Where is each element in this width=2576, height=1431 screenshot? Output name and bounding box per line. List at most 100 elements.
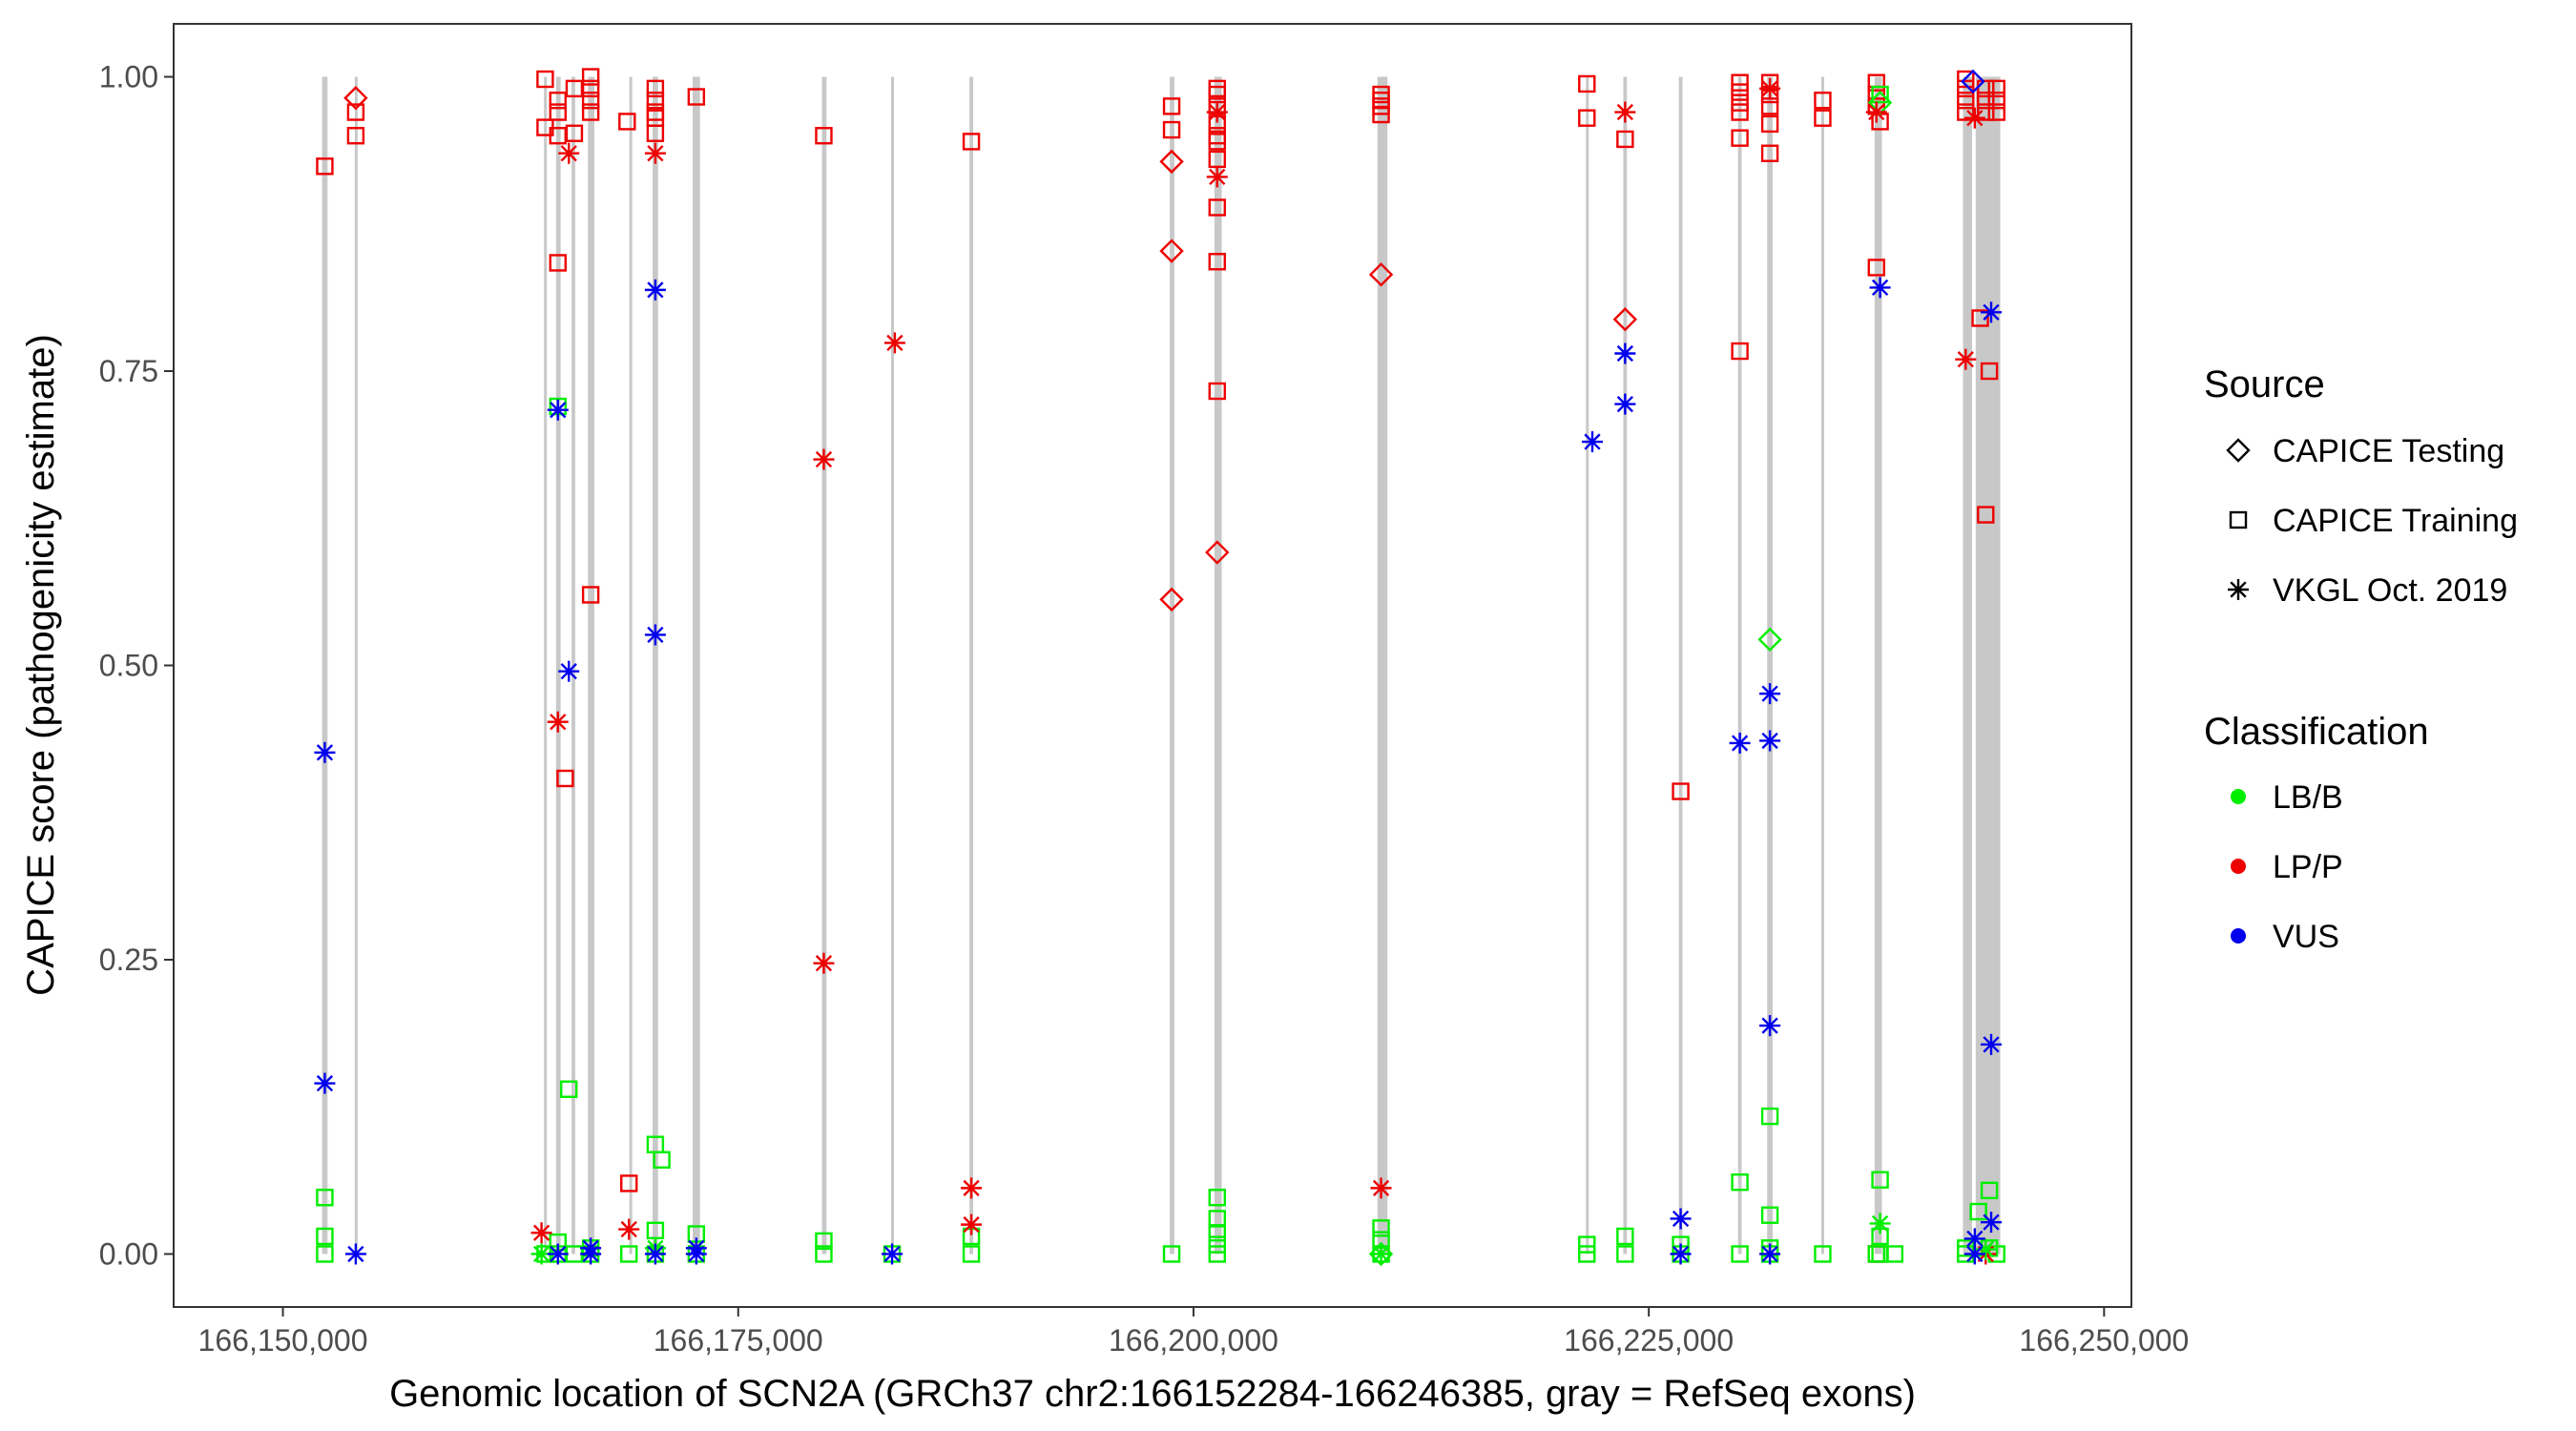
exon-band-17: [1678, 76, 1683, 1255]
data-point-1-28: [1208, 1245, 1226, 1263]
exon-band-1: [354, 76, 358, 1255]
data-point-0-3: [536, 70, 554, 89]
data-point-7-2: [344, 1243, 366, 1265]
data-point-7-25: [1963, 1228, 1985, 1250]
data-point-0-38: [1208, 382, 1226, 401]
exon-band-13: [1214, 76, 1222, 1255]
data-point-0-34: [1208, 133, 1226, 151]
data-point-5-1: [547, 711, 569, 733]
data-point-0-48: [1731, 83, 1749, 101]
data-point-0-75: [1980, 362, 1999, 381]
legend-source-title: Source: [2204, 363, 2325, 405]
y-tick-label-4: 1.00: [99, 60, 158, 94]
data-point-7-22: [1759, 1015, 1781, 1037]
data-point-0-6: [549, 103, 567, 121]
exon-band-19: [1767, 76, 1773, 1255]
data-point-1-41: [1760, 1206, 1779, 1224]
data-point-1-19: [815, 1245, 833, 1263]
data-point-1-29: [1372, 1219, 1390, 1237]
data-point-2-0: [343, 86, 368, 111]
data-point-7-24: [1869, 277, 1891, 299]
data-point-0-44: [1578, 109, 1596, 127]
data-point-7-7: [580, 1243, 602, 1265]
data-point-7-14: [1581, 431, 1603, 453]
data-point-1-53: [1969, 1202, 1987, 1221]
data-point-3-0: [1757, 627, 1782, 653]
data-point-5-4: [644, 142, 666, 164]
data-point-0-63: [1867, 259, 1885, 277]
legend-color-dot-2: [2231, 928, 2246, 944]
data-point-0-23: [646, 124, 665, 142]
exon-band-22: [1963, 76, 1972, 1255]
data-point-0-42: [1372, 105, 1390, 124]
data-point-5-12: [1370, 1177, 1392, 1199]
data-point-2-4: [1205, 540, 1230, 565]
data-point-6-3: [1869, 1213, 1891, 1234]
data-point-1-44: [1814, 1245, 1832, 1263]
data-point-0-72: [1977, 92, 1995, 110]
legend-class-label-2: VUS: [2273, 919, 2339, 955]
data-point-0-60: [1867, 73, 1885, 92]
data-point-7-27: [1981, 301, 2003, 323]
data-point-0-45: [1616, 130, 1634, 149]
data-point-5-10: [1206, 101, 1228, 123]
y-tick-label-3: 0.75: [99, 354, 158, 388]
x-tick-label-4: 166,250,000: [2019, 1323, 2189, 1358]
data-point-0-15: [581, 103, 600, 121]
legend-source-label-1: CAPICE Training: [2273, 503, 2518, 539]
data-point-1-33: [1578, 1245, 1596, 1263]
exon-band-15: [1586, 76, 1589, 1255]
exon-band-0: [322, 76, 328, 1255]
exon-band-2: [544, 76, 548, 1255]
data-point-5-8: [961, 1177, 983, 1199]
x-tick-label-1: 166,175,000: [654, 1323, 823, 1358]
data-point-0-59: [1814, 109, 1832, 127]
data-point-0-46: [1672, 782, 1690, 800]
plot-panel: [174, 24, 2131, 1307]
data-point-1-18: [815, 1232, 833, 1251]
legend-source-label-2: VKGL Oct. 2019: [2273, 572, 2507, 609]
legend-square-symbol: [2229, 510, 2248, 529]
exon-band-21: [1874, 76, 1882, 1255]
exon-band-12: [1170, 76, 1174, 1255]
data-point-5-15: [1865, 101, 1887, 123]
data-point-2-2: [1159, 238, 1184, 263]
legend-source-entries: CAPICE Testing CAPICE Training VKGL Oct. 2…: [2226, 433, 2518, 609]
exon-band-23: [1975, 76, 2001, 1255]
data-point-0-26: [962, 133, 981, 151]
data-point-0-19: [646, 79, 665, 98]
data-point-5-16: [1955, 348, 1977, 370]
data-point-5-3: [618, 1218, 640, 1240]
data-point-5-6: [813, 952, 835, 974]
data-point-1-50: [1885, 1245, 1904, 1263]
data-point-5-11: [1206, 166, 1228, 188]
data-point-1-27: [1208, 1235, 1226, 1254]
data-point-7-18: [1670, 1243, 1692, 1265]
data-point-7-29: [1981, 1212, 2003, 1234]
y-tick-label-0: 0.00: [99, 1236, 158, 1271]
legend-class-label-0: LB/B: [2273, 779, 2343, 816]
data-point-0-18: [620, 1174, 638, 1192]
data-point-0-8: [549, 254, 567, 272]
data-point-1-2: [316, 1245, 334, 1263]
exon-band-5: [588, 76, 594, 1255]
data-point-0-14: [581, 92, 600, 110]
data-point-1-7: [560, 1080, 578, 1098]
data-point-5-13: [1614, 101, 1636, 123]
data-point-7-8: [644, 279, 666, 301]
data-point-7-15: [1614, 342, 1636, 364]
data-point-5-14: [1759, 77, 1781, 99]
data-point-0-25: [815, 127, 833, 145]
data-point-0-56: [1760, 114, 1779, 134]
data-point-1-11: [620, 1245, 638, 1263]
data-point-1-46: [1871, 85, 1889, 104]
exon-band-3: [555, 76, 561, 1255]
data-point-0-57: [1760, 144, 1779, 162]
data-point-0-0: [316, 157, 334, 176]
data-point-0-9: [556, 769, 574, 788]
data-point-7-1: [314, 1072, 336, 1094]
data-point-1-15: [653, 1151, 671, 1169]
data-point-7-26: [1963, 1243, 1985, 1265]
data-point-0-5: [549, 92, 567, 110]
